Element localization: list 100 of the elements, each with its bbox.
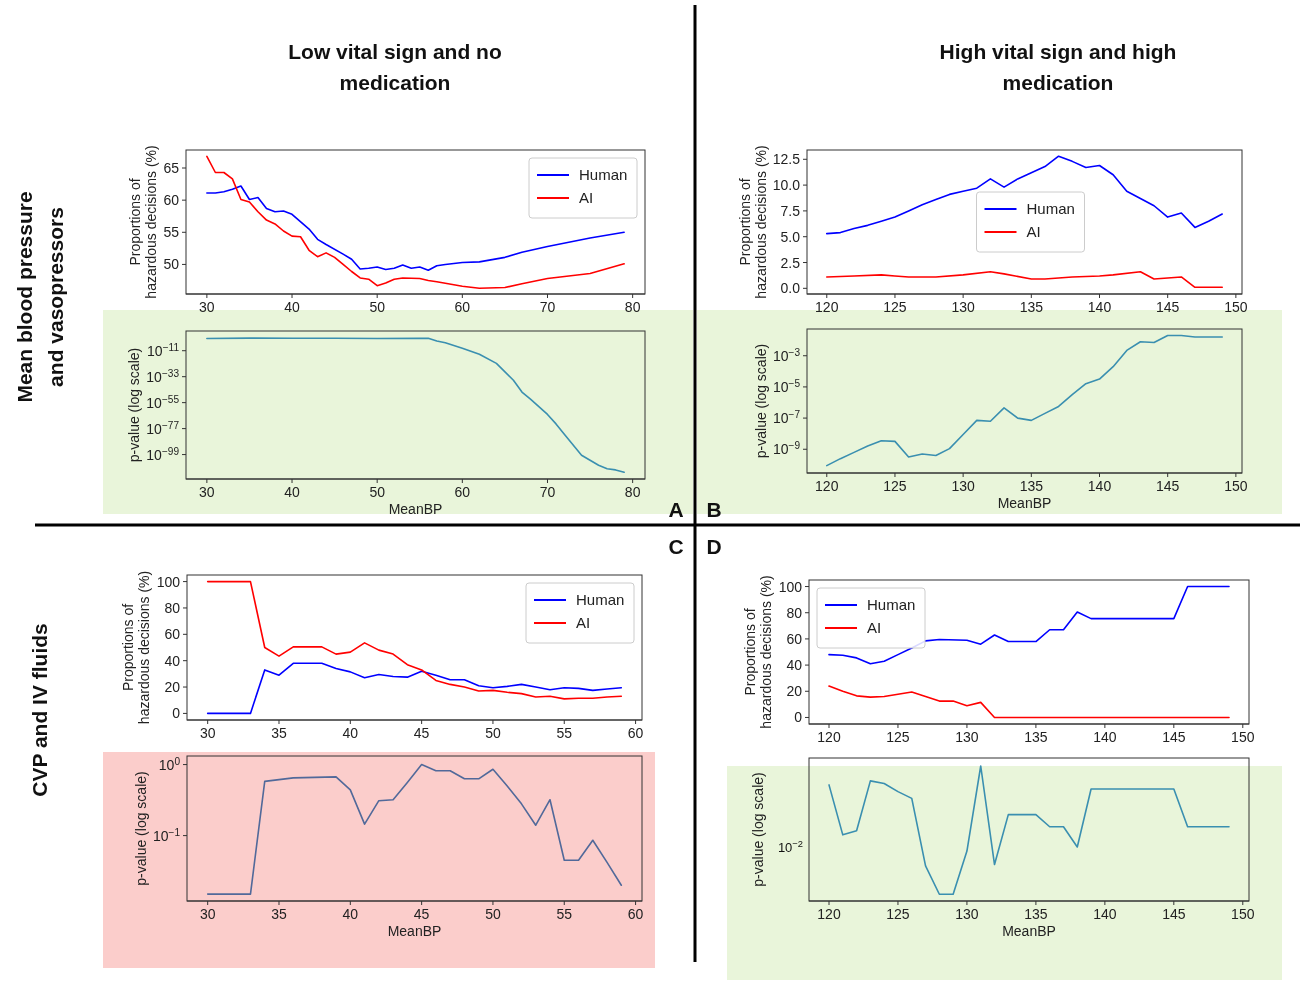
legend-label: Human xyxy=(867,596,916,613)
y-tick-label: 65 xyxy=(163,160,180,176)
x-tick-label: 120 xyxy=(815,478,839,494)
x-tick-label: 80 xyxy=(624,299,641,315)
y-tick-label: 0 xyxy=(172,705,181,722)
x-tick-label: 40 xyxy=(284,299,301,315)
y-tick-label: 0.0 xyxy=(780,280,801,297)
y-axis-title: p-value (log scale) xyxy=(132,771,149,886)
y-tick-label: 60 xyxy=(786,630,803,647)
x-tick-label: 30 xyxy=(199,725,216,741)
x-tick-label: 50 xyxy=(485,725,501,741)
y-tick-label: 10$^{−55}$ xyxy=(146,393,180,411)
x-tick-label: 130 xyxy=(955,906,979,922)
y-tick-label: 20 xyxy=(164,679,181,696)
legend-label: AI xyxy=(1026,223,1041,240)
y-axis-title: Proportions of hazardous decisions (%) xyxy=(742,575,775,729)
x-tick-label: 150 xyxy=(1224,299,1248,315)
x-tick-label: 125 xyxy=(886,729,910,745)
y-tick-label: 55 xyxy=(163,224,180,241)
x-tick-label: 150 xyxy=(1231,906,1255,922)
x-tick-label: 140 xyxy=(1087,478,1112,494)
y-tick-label: 100 xyxy=(156,573,181,590)
x-tick-label: 120 xyxy=(815,299,839,315)
y-tick-label: 7.5 xyxy=(780,202,801,219)
x-tick-label: 40 xyxy=(342,725,359,741)
y-tick-label: 0 xyxy=(794,709,803,726)
x-tick-label: 120 xyxy=(817,906,841,922)
y-tick-label: 10$^{−11}$ xyxy=(147,341,180,359)
y-tick-label: 80 xyxy=(164,599,181,616)
x-tick-label: 60 xyxy=(454,484,471,500)
line-series xyxy=(825,334,1224,467)
x-tick-label: 140 xyxy=(1093,729,1117,745)
line-series xyxy=(206,763,623,895)
text: B xyxy=(706,498,722,521)
y-tick-label: 10$^{0}$ xyxy=(158,755,181,773)
x-tick-label: 30 xyxy=(199,906,216,922)
y-tick-label: 100 xyxy=(778,578,803,595)
x-tick-label: 60 xyxy=(454,299,471,315)
y-tick-label: 12.5 xyxy=(772,151,801,168)
x-tick-label: 30 xyxy=(199,484,215,500)
x-tick-label: 50 xyxy=(485,906,501,922)
text: C xyxy=(668,535,684,558)
y-axis-title: p-value (log scale) xyxy=(125,347,142,463)
legend-label: Human xyxy=(1026,200,1075,217)
text: A xyxy=(668,498,684,521)
text: 10$^{−2}$ xyxy=(777,839,803,855)
y-tick-label: 80 xyxy=(786,604,803,621)
x-tick-label: 125 xyxy=(886,906,910,922)
x-tick-label: 130 xyxy=(951,478,976,494)
x-tick-label: 145 xyxy=(1156,478,1180,494)
y-tick-label: 10$^{−9}$ xyxy=(772,439,801,458)
y-tick-label: 60 xyxy=(164,626,181,643)
x-tick-label: 35 xyxy=(271,725,287,741)
line-series xyxy=(825,271,1224,289)
x-tick-label: 145 xyxy=(1162,729,1186,745)
x-tick-label: 55 xyxy=(556,725,573,741)
line-series xyxy=(825,155,1224,235)
chart-title: High vital sign and high medication xyxy=(939,40,1177,94)
line-series xyxy=(828,685,1230,719)
y-tick-label: 60 xyxy=(163,192,180,209)
x-tick-label: 135 xyxy=(1019,478,1044,494)
x-tick-label: 60 xyxy=(627,906,644,922)
x-axis-title: MeanBP xyxy=(387,923,442,939)
text: CVP and IV fluids xyxy=(28,623,52,797)
y-tick-label: 10$^{−1}$ xyxy=(152,826,181,844)
x-tick-label: 130 xyxy=(955,729,979,745)
x-tick-label: 35 xyxy=(271,906,287,922)
x-tick-label: 150 xyxy=(1224,478,1248,494)
x-tick-label: 140 xyxy=(1093,906,1117,922)
y-tick-label: 10$^{−7}$ xyxy=(772,408,801,427)
x-tick-label: 45 xyxy=(413,725,430,741)
x-tick-label: 135 xyxy=(1024,906,1048,922)
line-series xyxy=(206,185,625,272)
y-tick-label: 40 xyxy=(786,657,803,674)
legend-label: Human xyxy=(579,166,628,183)
x-tick-label: 130 xyxy=(951,299,976,315)
y-tick-label: 50 xyxy=(163,256,180,273)
x-tick-label: 150 xyxy=(1231,729,1255,745)
x-axis-title: MeanBP xyxy=(997,495,1052,511)
x-tick-label: 40 xyxy=(284,484,301,500)
x-tick-label: 125 xyxy=(883,299,907,315)
y-tick-label: 5.0 xyxy=(780,228,801,245)
legend-label: AI xyxy=(576,614,591,631)
y-tick-label: 10.0 xyxy=(772,177,801,194)
y-axis-title: p-value (log scale) xyxy=(750,772,766,887)
legend-label: AI xyxy=(579,189,594,206)
x-tick-label: 60 xyxy=(627,725,644,741)
line-series xyxy=(206,580,623,700)
x-tick-label: 45 xyxy=(413,906,430,922)
x-tick-label: 135 xyxy=(1019,299,1044,315)
line-series xyxy=(206,337,625,474)
x-tick-label: 55 xyxy=(556,906,573,922)
text: Mean blood pressure and vasopressors xyxy=(12,191,68,403)
line-series xyxy=(206,155,625,290)
y-axis-title: Proportions of hazardous decisions (%) xyxy=(127,145,160,299)
x-axis-title: MeanBP xyxy=(1002,923,1056,939)
legend-label: AI xyxy=(867,619,882,636)
line-series xyxy=(828,585,1230,665)
x-tick-label: 30 xyxy=(199,299,215,315)
y-tick-label: 10$^{−33}$ xyxy=(146,367,180,385)
